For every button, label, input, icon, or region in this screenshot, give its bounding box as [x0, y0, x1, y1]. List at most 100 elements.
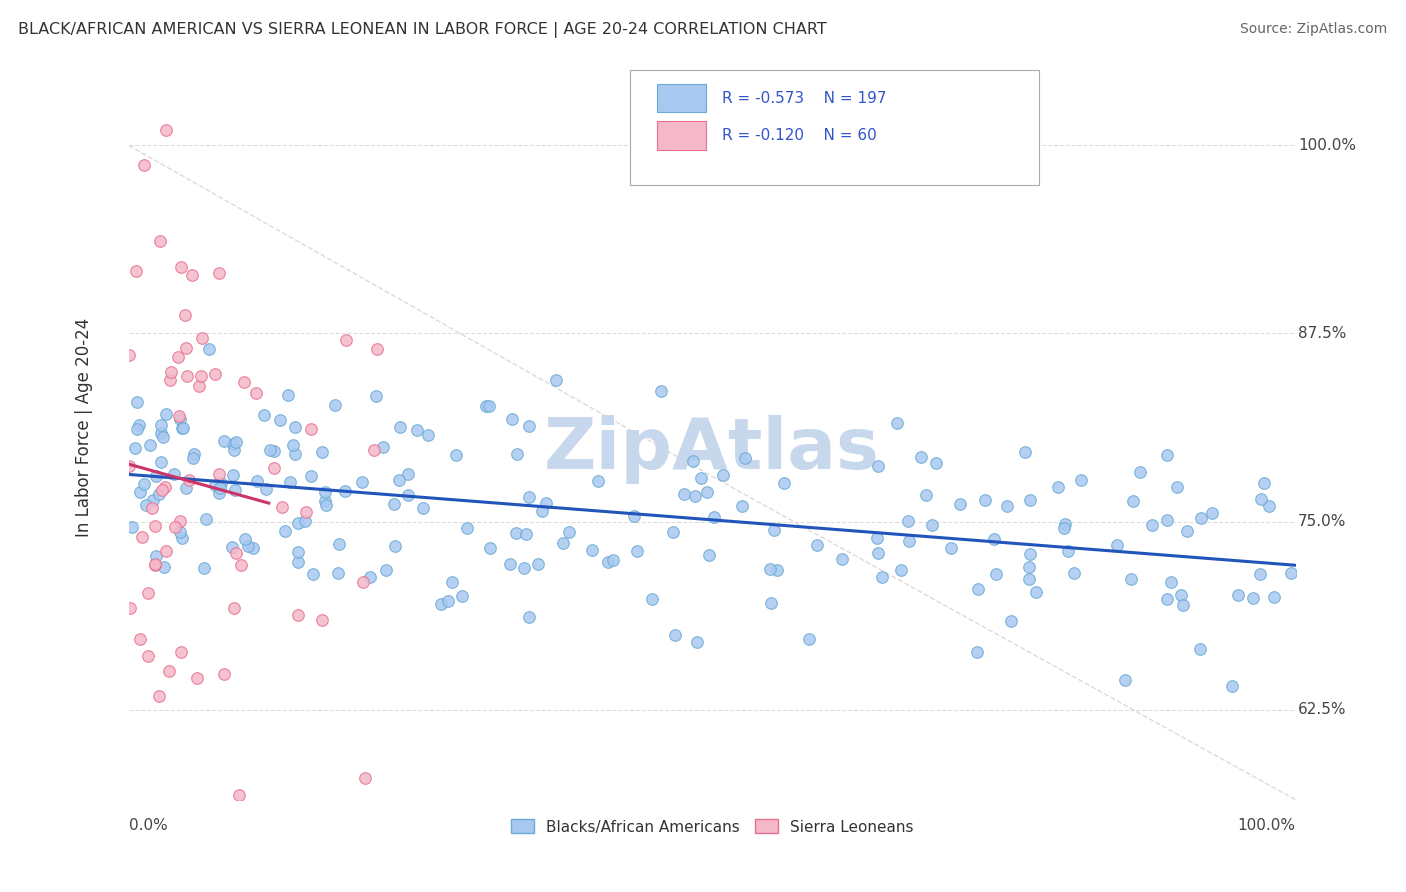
- Point: [155, 123, 177, 137]
- Point: [169, 260, 191, 274]
- Point: [173, 308, 195, 322]
- Point: [505, 526, 527, 541]
- Point: [160, 365, 183, 379]
- Point: [184, 822, 207, 837]
- Point: [1188, 642, 1211, 657]
- Point: [868, 546, 890, 560]
- Text: R = -0.573    N = 197: R = -0.573 N = 197: [721, 91, 886, 106]
- Point: [734, 451, 756, 466]
- Text: 100.0%: 100.0%: [1298, 138, 1355, 153]
- Point: [683, 489, 706, 503]
- Point: [159, 373, 181, 387]
- Point: [517, 610, 540, 624]
- Point: [1258, 499, 1281, 513]
- Point: [170, 531, 193, 545]
- Point: [1114, 673, 1136, 688]
- Point: [281, 438, 304, 452]
- Point: [233, 532, 256, 546]
- Point: [1018, 572, 1040, 586]
- Point: [124, 264, 146, 278]
- Point: [287, 545, 309, 559]
- Point: [766, 563, 789, 577]
- Point: [169, 515, 191, 529]
- Point: [696, 484, 718, 499]
- Point: [155, 407, 177, 421]
- Point: [299, 422, 322, 436]
- Point: [949, 497, 972, 511]
- Point: [207, 822, 229, 837]
- Point: [333, 484, 356, 499]
- Point: [204, 478, 226, 492]
- Point: [150, 418, 173, 433]
- Point: [866, 532, 889, 546]
- Point: [1000, 614, 1022, 628]
- FancyBboxPatch shape: [630, 70, 1039, 186]
- Point: [208, 481, 231, 495]
- Point: [118, 458, 141, 473]
- Point: [418, 427, 440, 442]
- Point: [682, 454, 704, 468]
- Point: [474, 399, 496, 413]
- Point: [1279, 566, 1302, 580]
- Point: [172, 420, 194, 434]
- Point: [143, 558, 166, 572]
- Point: [188, 379, 211, 393]
- Point: [966, 645, 988, 659]
- Point: [1249, 567, 1271, 582]
- Point: [870, 570, 893, 584]
- Point: [231, 558, 253, 572]
- Point: [366, 389, 388, 403]
- Point: [1189, 511, 1212, 525]
- Point: [222, 601, 245, 615]
- Point: [191, 331, 214, 345]
- Point: [222, 436, 245, 450]
- Point: [145, 549, 167, 563]
- Point: [921, 518, 943, 533]
- Point: [1119, 572, 1142, 586]
- Point: [389, 420, 412, 434]
- Point: [986, 567, 1008, 582]
- Point: [1170, 588, 1192, 602]
- Point: [1018, 560, 1040, 574]
- Point: [1070, 473, 1092, 487]
- Point: [118, 601, 141, 615]
- Point: [204, 367, 226, 381]
- Point: [626, 544, 648, 558]
- Point: [672, 486, 695, 500]
- Point: [225, 434, 247, 449]
- Point: [662, 525, 685, 540]
- Point: [586, 474, 609, 488]
- Point: [148, 487, 170, 501]
- Point: [197, 342, 219, 356]
- Point: [287, 516, 309, 530]
- Point: [311, 444, 333, 458]
- Point: [557, 524, 579, 539]
- Point: [831, 552, 853, 566]
- Point: [170, 421, 193, 435]
- Point: [174, 341, 197, 355]
- Text: 75.0%: 75.0%: [1298, 514, 1347, 529]
- Point: [228, 789, 250, 803]
- Point: [141, 500, 163, 515]
- Point: [287, 608, 309, 623]
- Point: [1160, 575, 1182, 590]
- Point: [145, 558, 167, 572]
- Point: [1105, 538, 1128, 552]
- Point: [530, 504, 553, 518]
- Text: 0.0%: 0.0%: [129, 819, 167, 833]
- Point: [129, 632, 152, 647]
- Text: Source: ZipAtlas.com: Source: ZipAtlas.com: [1240, 22, 1388, 37]
- Point: [163, 520, 186, 534]
- Point: [352, 574, 374, 589]
- Point: [284, 447, 307, 461]
- Point: [157, 664, 180, 678]
- Point: [1156, 448, 1178, 462]
- Point: [384, 497, 406, 511]
- Point: [169, 524, 191, 539]
- Point: [623, 508, 645, 523]
- Point: [1263, 591, 1285, 605]
- Text: BLACK/AFRICAN AMERICAN VS SIERRA LEONEAN IN LABOR FORCE | AGE 20-24 CORRELATION : BLACK/AFRICAN AMERICAN VS SIERRA LEONEAN…: [18, 22, 827, 38]
- Point: [1156, 513, 1178, 527]
- Bar: [658, 121, 706, 150]
- Point: [602, 552, 624, 566]
